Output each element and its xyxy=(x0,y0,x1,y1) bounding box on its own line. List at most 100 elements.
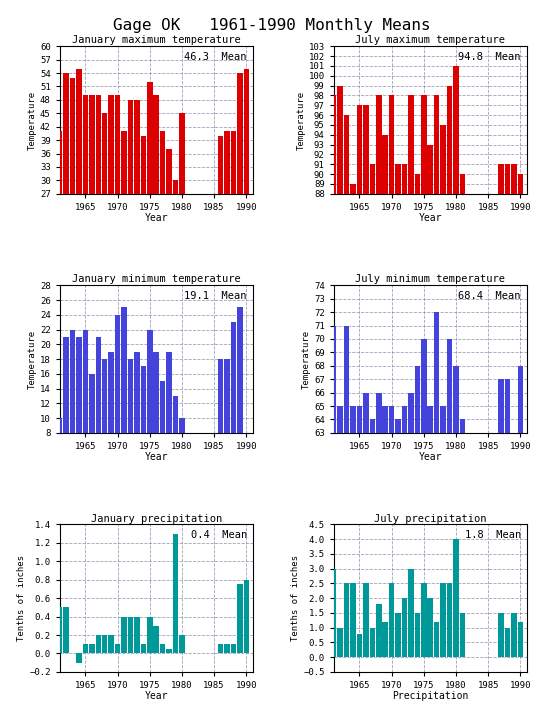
Text: 0.4  Mean: 0.4 Mean xyxy=(191,530,247,540)
Bar xyxy=(382,406,388,711)
Bar xyxy=(134,100,140,314)
Bar xyxy=(115,644,121,653)
Bar xyxy=(237,73,243,314)
X-axis label: Year: Year xyxy=(419,213,442,223)
Bar xyxy=(344,115,349,711)
Bar xyxy=(357,406,362,711)
Bar xyxy=(408,95,414,711)
Bar xyxy=(134,352,140,492)
Bar xyxy=(109,352,114,492)
Bar xyxy=(350,184,356,711)
Bar xyxy=(344,326,349,711)
Bar xyxy=(460,419,465,711)
Bar xyxy=(64,337,69,492)
Bar xyxy=(389,406,394,711)
Bar xyxy=(376,392,382,711)
Bar xyxy=(121,131,127,314)
Bar xyxy=(498,379,504,711)
Title: July maximum temperature: July maximum temperature xyxy=(355,36,505,46)
Bar xyxy=(218,136,223,314)
Bar xyxy=(447,85,452,711)
X-axis label: Year: Year xyxy=(144,213,168,223)
Bar xyxy=(154,626,159,653)
Bar xyxy=(370,419,375,711)
Bar xyxy=(415,174,420,711)
Bar xyxy=(427,598,433,657)
Bar xyxy=(102,113,108,314)
Bar xyxy=(57,418,62,492)
Bar xyxy=(115,95,121,314)
Bar xyxy=(237,307,243,492)
Text: 46.3  Mean: 46.3 Mean xyxy=(185,52,247,62)
Bar xyxy=(121,307,127,492)
Bar xyxy=(434,312,439,711)
Bar xyxy=(402,406,407,711)
Bar xyxy=(498,613,504,657)
Bar xyxy=(389,95,394,711)
Bar xyxy=(77,68,82,314)
Bar xyxy=(504,628,510,657)
Bar xyxy=(460,174,465,711)
Bar xyxy=(408,392,414,711)
Y-axis label: Temperature: Temperature xyxy=(28,329,37,389)
Bar xyxy=(421,339,427,711)
Bar xyxy=(440,583,446,657)
Bar xyxy=(511,433,516,711)
X-axis label: Year: Year xyxy=(419,452,442,462)
Bar xyxy=(89,644,94,653)
Bar xyxy=(128,100,133,314)
Bar xyxy=(395,419,401,711)
Bar xyxy=(173,396,178,492)
Bar xyxy=(453,66,459,711)
Bar xyxy=(427,406,433,711)
Text: 94.8  Mean: 94.8 Mean xyxy=(458,52,521,62)
Bar xyxy=(147,82,153,314)
Bar xyxy=(370,164,375,711)
Bar xyxy=(363,583,369,657)
Bar xyxy=(517,174,523,711)
Bar xyxy=(109,95,114,314)
Bar xyxy=(102,359,108,492)
Bar xyxy=(128,359,133,492)
Text: 19.1  Mean: 19.1 Mean xyxy=(185,292,247,301)
Bar xyxy=(154,352,159,492)
Bar xyxy=(218,359,223,492)
Bar xyxy=(96,337,101,492)
Bar xyxy=(160,381,166,492)
Bar xyxy=(160,644,166,653)
Bar xyxy=(64,73,69,314)
Bar xyxy=(389,583,394,657)
Bar xyxy=(382,135,388,711)
Bar xyxy=(376,95,382,711)
Bar xyxy=(83,644,88,653)
Y-axis label: Temperature: Temperature xyxy=(28,90,37,149)
Bar xyxy=(166,149,172,314)
Bar xyxy=(77,337,82,492)
Bar xyxy=(218,644,223,653)
Bar xyxy=(511,164,516,711)
Bar xyxy=(173,533,178,653)
Bar xyxy=(224,359,230,492)
Bar xyxy=(382,621,388,657)
Bar xyxy=(237,584,243,653)
Text: 1.8  Mean: 1.8 Mean xyxy=(465,530,521,540)
Bar xyxy=(166,352,172,492)
Bar xyxy=(115,315,121,492)
Bar xyxy=(363,105,369,711)
Bar xyxy=(89,374,94,492)
Bar xyxy=(434,95,439,711)
Bar xyxy=(83,329,88,492)
Bar xyxy=(243,579,249,653)
Y-axis label: Tenths of inches: Tenths of inches xyxy=(292,555,300,641)
Bar xyxy=(337,85,343,711)
Y-axis label: Temperature: Temperature xyxy=(302,329,311,389)
Bar xyxy=(357,634,362,657)
X-axis label: Precipitation: Precipitation xyxy=(392,691,469,701)
Bar xyxy=(453,365,459,711)
Y-axis label: Tenths of inches: Tenths of inches xyxy=(17,555,27,641)
Bar xyxy=(231,131,236,314)
Bar xyxy=(70,77,75,314)
Bar xyxy=(83,95,88,314)
Title: January precipitation: January precipitation xyxy=(91,513,222,523)
Bar xyxy=(427,144,433,711)
